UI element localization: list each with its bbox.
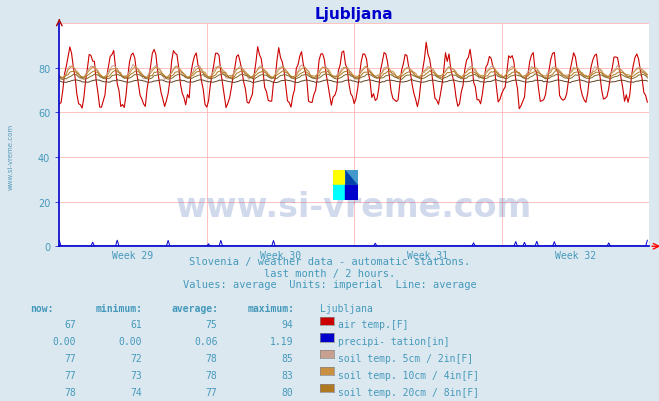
Text: 78: 78	[206, 370, 217, 380]
Text: soil temp. 10cm / 4in[F]: soil temp. 10cm / 4in[F]	[338, 370, 479, 380]
Text: soil temp. 5cm / 2in[F]: soil temp. 5cm / 2in[F]	[338, 353, 473, 363]
Text: 75: 75	[206, 320, 217, 330]
Title: Ljubljana: Ljubljana	[315, 6, 393, 22]
Text: 78: 78	[206, 353, 217, 363]
Text: 61: 61	[130, 320, 142, 330]
Text: 0.00: 0.00	[118, 336, 142, 346]
Text: minimum:: minimum:	[96, 303, 142, 313]
Text: 78: 78	[64, 387, 76, 397]
Text: www.si-vreme.com: www.si-vreme.com	[176, 190, 532, 223]
Text: soil temp. 20cm / 8in[F]: soil temp. 20cm / 8in[F]	[338, 387, 479, 397]
Text: www.si-vreme.com: www.si-vreme.com	[8, 124, 14, 189]
Text: 67: 67	[64, 320, 76, 330]
Text: 85: 85	[281, 353, 293, 363]
Text: air temp.[F]: air temp.[F]	[338, 320, 409, 330]
Text: 77: 77	[206, 387, 217, 397]
Text: Slovenia / weather data - automatic stations.: Slovenia / weather data - automatic stat…	[189, 257, 470, 267]
Polygon shape	[345, 170, 358, 185]
Text: average:: average:	[171, 303, 218, 313]
Bar	[333, 170, 345, 185]
Text: precipi- tation[in]: precipi- tation[in]	[338, 336, 449, 346]
Text: Values: average  Units: imperial  Line: average: Values: average Units: imperial Line: av…	[183, 279, 476, 289]
Text: Week 30: Week 30	[260, 251, 301, 261]
Text: 1.19: 1.19	[270, 336, 293, 346]
Text: 0.06: 0.06	[194, 336, 217, 346]
Text: Week 32: Week 32	[555, 251, 596, 261]
Text: Week 29: Week 29	[113, 251, 154, 261]
Text: 74: 74	[130, 387, 142, 397]
Text: 73: 73	[130, 370, 142, 380]
Text: 77: 77	[64, 370, 76, 380]
Text: 72: 72	[130, 353, 142, 363]
Text: 83: 83	[281, 370, 293, 380]
Text: 94: 94	[281, 320, 293, 330]
Text: last month / 2 hours.: last month / 2 hours.	[264, 268, 395, 278]
Text: 80: 80	[281, 387, 293, 397]
Text: maximum:: maximum:	[247, 303, 294, 313]
Text: 0.00: 0.00	[52, 336, 76, 346]
Bar	[333, 185, 345, 200]
Bar	[345, 185, 358, 200]
Polygon shape	[345, 170, 358, 185]
Text: now:: now:	[30, 303, 53, 313]
Text: Ljubljana: Ljubljana	[320, 303, 372, 313]
Text: 77: 77	[64, 353, 76, 363]
Text: Week 31: Week 31	[407, 251, 449, 261]
